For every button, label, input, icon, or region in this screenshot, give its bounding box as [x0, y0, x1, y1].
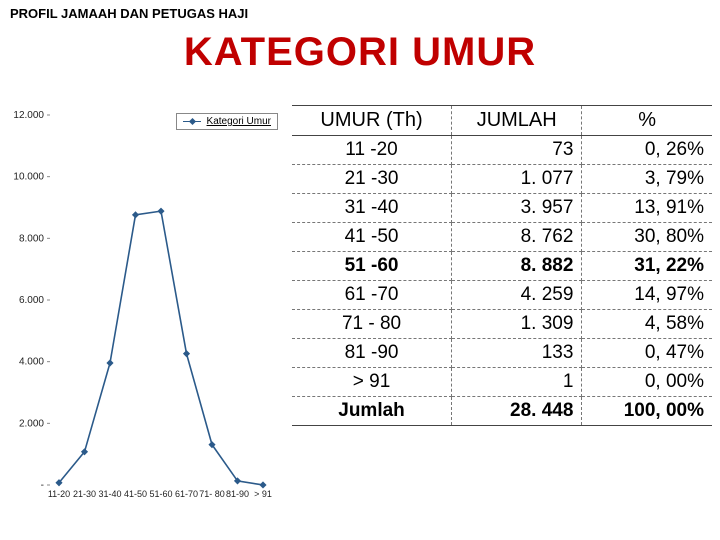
table-row: > 9110, 00% [292, 368, 712, 397]
cell-jumlah: 8. 882 [452, 252, 582, 281]
cell-total-pct: 100, 00% [582, 397, 712, 426]
cell-jumlah: 8. 762 [452, 223, 582, 252]
page-subtitle: PROFIL JAMAAH DAN PETUGAS HAJI [10, 6, 248, 21]
cell-umur: 51 -60 [292, 252, 452, 281]
cell-pct: 4, 58% [582, 310, 712, 339]
table-total-row: Jumlah28. 448100, 00% [292, 397, 712, 426]
cell-pct: 3, 79% [582, 165, 712, 194]
chart-legend: Kategori Umur [176, 113, 278, 130]
cell-jumlah: 133 [452, 339, 582, 368]
cell-pct: 14, 97% [582, 281, 712, 310]
svg-text:31-40: 31-40 [98, 489, 121, 499]
svg-text:10.000: 10.000 [13, 172, 44, 183]
cell-pct: 0, 47% [582, 339, 712, 368]
cell-pct: 31, 22% [582, 252, 712, 281]
col-umur: UMUR (Th) [292, 106, 452, 136]
table-row: 51 -608. 88231, 22% [292, 252, 712, 281]
cell-pct: 30, 80% [582, 223, 712, 252]
svg-text:-: - [41, 480, 44, 491]
cell-umur: > 91 [292, 368, 452, 397]
cell-umur: 11 -20 [292, 136, 452, 165]
line-chart-svg: - 2.000 4.000 6.000 8.000 10.000 12.000 11-2021… [10, 105, 282, 525]
cell-umur: 61 -70 [292, 281, 452, 310]
legend-label: Kategori Umur [207, 116, 271, 127]
cell-umur: 71 - 80 [292, 310, 452, 339]
legend-swatch [183, 121, 201, 122]
cell-total-label: Jumlah [292, 397, 452, 426]
svg-text:8.000: 8.000 [19, 233, 44, 244]
svg-text:41-50: 41-50 [124, 489, 147, 499]
chart-area: - 2.000 4.000 6.000 8.000 10.000 12.000 11-2021… [10, 105, 282, 525]
cell-jumlah: 1. 077 [452, 165, 582, 194]
table-row: 41 -508. 76230, 80% [292, 223, 712, 252]
table-row: 31 -403. 95713, 91% [292, 194, 712, 223]
svg-text:61-70: 61-70 [175, 489, 198, 499]
cell-umur: 81 -90 [292, 339, 452, 368]
svg-text:4.000: 4.000 [19, 357, 44, 368]
svg-text:81-90: 81-90 [226, 489, 249, 499]
cell-jumlah: 1 [452, 368, 582, 397]
table-row: 61 -704. 25914, 97% [292, 281, 712, 310]
cell-jumlah: 4. 259 [452, 281, 582, 310]
cell-pct: 0, 26% [582, 136, 712, 165]
svg-text:12.000: 12.000 [13, 110, 44, 121]
cell-umur: 41 -50 [292, 223, 452, 252]
svg-text:71- 80: 71- 80 [199, 489, 225, 499]
data-table: UMUR (Th) JUMLAH % 11 -20730, 26%21 -301… [292, 105, 712, 426]
cell-jumlah: 3. 957 [452, 194, 582, 223]
svg-text:> 91: > 91 [254, 489, 272, 499]
svg-text:11-20: 11-20 [48, 489, 70, 499]
svg-text:51-60: 51-60 [149, 489, 172, 499]
table-row: 81 -901330, 47% [292, 339, 712, 368]
cell-jumlah: 73 [452, 136, 582, 165]
svg-text:21-30: 21-30 [73, 489, 96, 499]
svg-text:2.000: 2.000 [19, 418, 44, 429]
table-row: 11 -20730, 26% [292, 136, 712, 165]
cell-pct: 13, 91% [582, 194, 712, 223]
data-table-wrap: UMUR (Th) JUMLAH % 11 -20730, 26%21 -301… [292, 105, 712, 426]
cell-umur: 21 -30 [292, 165, 452, 194]
cell-pct: 0, 00% [582, 368, 712, 397]
col-pct: % [582, 106, 712, 136]
table-row: 21 -301. 0773, 79% [292, 165, 712, 194]
table-row: 71 - 801. 3094, 58% [292, 310, 712, 339]
main-title: KATEGORI UMUR [0, 30, 720, 75]
cell-jumlah: 1. 309 [452, 310, 582, 339]
cell-umur: 31 -40 [292, 194, 452, 223]
cell-total-jumlah: 28. 448 [452, 397, 582, 426]
svg-text:6.000: 6.000 [19, 295, 44, 306]
table-header-row: UMUR (Th) JUMLAH % [292, 106, 712, 136]
col-jumlah: JUMLAH [452, 106, 582, 136]
